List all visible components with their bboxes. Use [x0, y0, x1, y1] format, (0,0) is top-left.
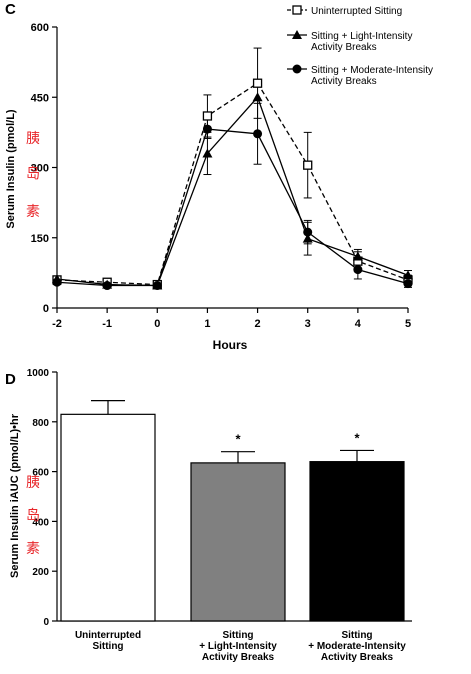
significance-marker: * [235, 432, 241, 447]
category-label: Sitting [222, 630, 253, 641]
series-line-1 [56, 95, 409, 287]
bar-0 [60, 413, 156, 622]
legend-label: Activity Breaks [311, 76, 377, 87]
y-tick-label: 1000 [27, 368, 50, 379]
data-point [202, 124, 212, 134]
data-point [253, 129, 263, 139]
panel-letter-d: D [5, 371, 16, 388]
data-point [302, 233, 313, 243]
x-tick-label: 5 [405, 318, 411, 330]
y-tick-label: 150 [31, 233, 49, 245]
legend-label: Activity Breaks [311, 42, 377, 53]
annotation-char: 胰 [26, 475, 40, 491]
category-label: + Light-Intensity [199, 641, 277, 652]
x-tick-label: 4 [355, 318, 362, 330]
data-point [403, 270, 413, 280]
data-point [102, 281, 112, 291]
y-axis-title: Serum Insulin iAUC (pmol/L)•hr [9, 413, 21, 578]
legend: Uninterrupted Sitting Sitting + Light-Int… [287, 5, 433, 87]
data-point [303, 160, 313, 170]
x-tick-label: -1 [102, 318, 112, 330]
panel-letter-c: C [5, 1, 16, 18]
x-tick-label: 1 [204, 318, 210, 330]
series-lines [56, 82, 409, 287]
category-label: Activity Breaks [321, 652, 394, 663]
x-tick-label: 0 [154, 318, 160, 330]
data-point [353, 265, 363, 275]
legend-label: Uninterrupted Sitting [311, 6, 402, 17]
panel-c-line-chart: C 0 150 300 450 600 -2 -1 0 1 2 3 4 5 Uninterrupted … [5, 1, 433, 352]
y-tick-label: 600 [32, 468, 49, 479]
y-axis-annotation: 胰岛素 [26, 475, 40, 557]
y-tick-label: 450 [31, 92, 49, 104]
bar-2 [309, 461, 405, 622]
bars: * * [60, 400, 405, 622]
data-point [352, 251, 363, 261]
category-label: Activity Breaks [202, 652, 275, 663]
y-tick-label: 600 [31, 22, 49, 34]
x-axis-title: Hours [213, 338, 248, 352]
y-tick-label: 400 [32, 517, 49, 528]
data-point [202, 111, 213, 121]
series-line-2 [56, 128, 409, 287]
y-tick-label: 200 [32, 567, 49, 578]
y-tick-label: 0 [43, 617, 49, 628]
bar-1 [190, 462, 286, 622]
legend-label: Sitting + Moderate-Intensity [311, 65, 433, 76]
annotation-char: 岛 [26, 508, 40, 524]
legend-marker [292, 30, 302, 39]
y-tick-label: 300 [31, 163, 49, 175]
category-label: Sitting [341, 630, 372, 641]
x-tick-label: 2 [255, 318, 261, 330]
data-point [403, 279, 413, 289]
annotation-char: 素 [26, 204, 40, 220]
x-tick-label: 3 [305, 318, 311, 330]
y-tick-label: 0 [43, 303, 49, 315]
legend-marker [292, 5, 302, 15]
legend-marker [292, 64, 302, 74]
significance-marker: * [354, 430, 360, 445]
annotation-char: 岛 [26, 166, 40, 182]
data-point [202, 148, 213, 158]
data-point [303, 227, 313, 237]
series-line-0 [56, 82, 409, 286]
category-label: Sitting [92, 641, 123, 652]
data-point [252, 92, 263, 102]
annotation-char: 素 [26, 541, 40, 557]
axes: 0 150 300 450 600 -2 -1 0 1 2 3 4 5 [31, 22, 411, 330]
category-label: Uninterrupted [75, 630, 141, 641]
y-axis-title: Serum Insulin (pmol/L) [5, 109, 17, 229]
y-axis-annotation: 胰岛素 [26, 131, 40, 220]
data-point [252, 78, 263, 88]
data-point [152, 281, 162, 291]
data-point [52, 277, 62, 287]
category-label: + Moderate-Intensity [308, 641, 406, 652]
legend-label: Sitting + Light-Intensity [311, 31, 412, 42]
x-tick-label: -2 [52, 318, 62, 330]
y-tick-label: 800 [32, 418, 49, 429]
data-markers [52, 78, 413, 291]
annotation-char: 胰 [26, 131, 40, 147]
